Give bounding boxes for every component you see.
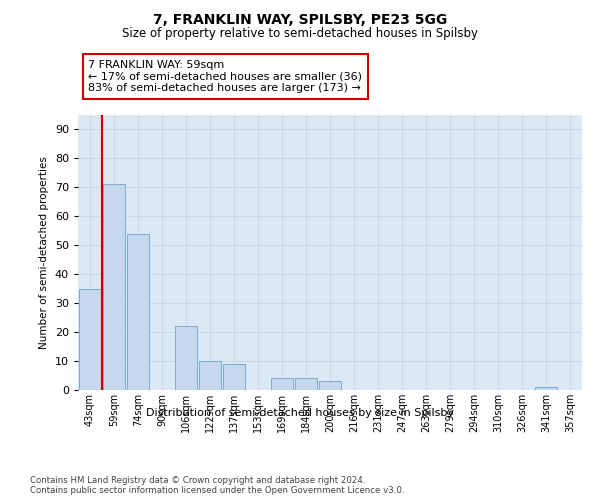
Bar bbox=[103, 184, 125, 390]
Bar bbox=[199, 361, 221, 390]
Bar bbox=[319, 382, 341, 390]
Text: Distribution of semi-detached houses by size in Spilsby: Distribution of semi-detached houses by … bbox=[146, 408, 454, 418]
Text: Contains HM Land Registry data © Crown copyright and database right 2024.
Contai: Contains HM Land Registry data © Crown c… bbox=[30, 476, 404, 495]
Y-axis label: Number of semi-detached properties: Number of semi-detached properties bbox=[39, 156, 49, 349]
Text: Size of property relative to semi-detached houses in Spilsby: Size of property relative to semi-detach… bbox=[122, 28, 478, 40]
Bar bbox=[223, 364, 245, 390]
Text: 7 FRANKLIN WAY: 59sqm
← 17% of semi-detached houses are smaller (36)
83% of semi: 7 FRANKLIN WAY: 59sqm ← 17% of semi-deta… bbox=[88, 60, 362, 93]
Bar bbox=[295, 378, 317, 390]
Text: 7, FRANKLIN WAY, SPILSBY, PE23 5GG: 7, FRANKLIN WAY, SPILSBY, PE23 5GG bbox=[153, 12, 447, 26]
Bar bbox=[79, 288, 101, 390]
Bar bbox=[535, 387, 557, 390]
Bar bbox=[127, 234, 149, 390]
Bar bbox=[271, 378, 293, 390]
Bar bbox=[175, 326, 197, 390]
